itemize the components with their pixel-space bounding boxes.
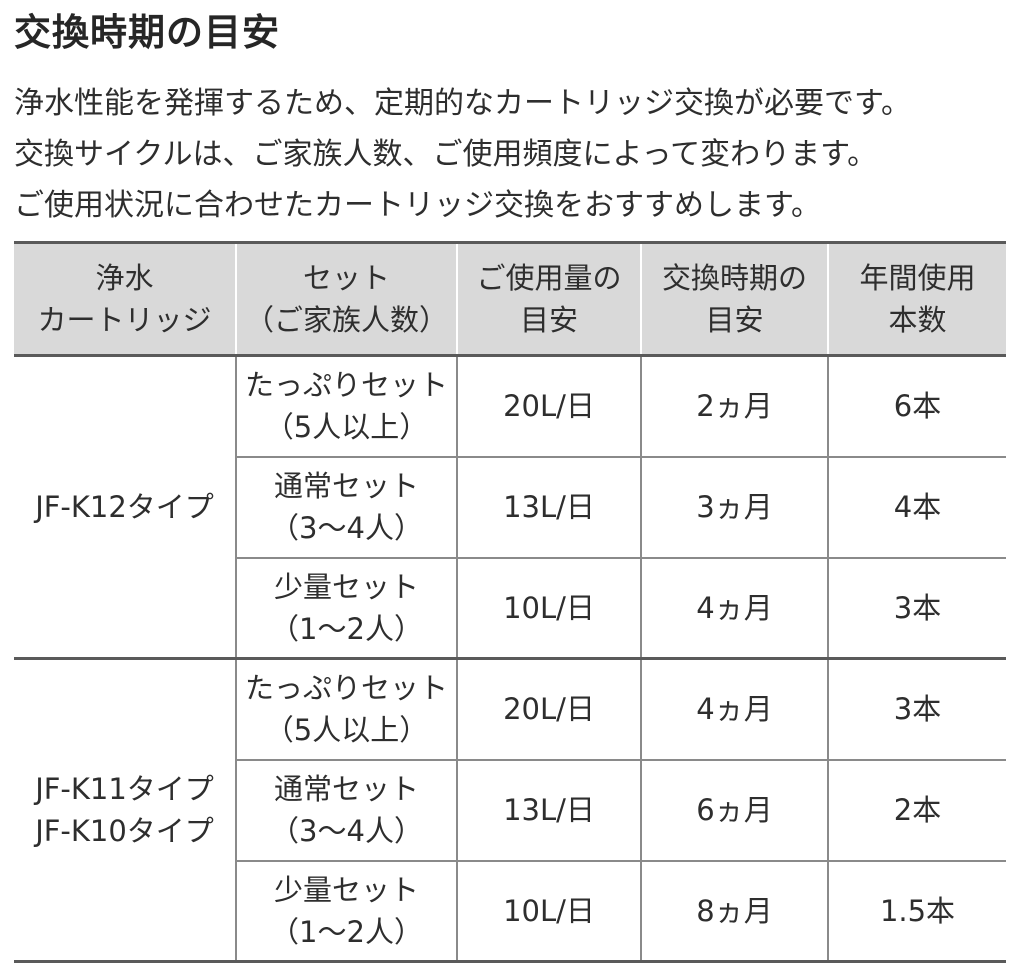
annual-cell: 3本: [827, 557, 1006, 659]
interval-cell: 6ヵ月: [640, 759, 828, 861]
set-cell: 少量セット （1～2人）: [235, 557, 457, 659]
model-cell: JF-K11タイプ JF-K10タイプ: [35, 772, 214, 848]
annual-cell: 1.5本: [827, 860, 1006, 962]
set-cell: 少量セット （1～2人）: [235, 860, 457, 962]
interval-cell: 2ヵ月: [640, 355, 828, 457]
intro-paragraph: 浄水性能を発揮するため、定期的なカートリッジ交換が必要です。 交換サイクルは、ご…: [14, 78, 1014, 231]
intro-line: ご使用状況に合わせたカートリッジ交換をおすすめします。: [14, 188, 821, 223]
intro-line: 交換サイクルは、ご家族人数、ご使用頻度によって変わります。: [14, 137, 878, 172]
annual-cell: 2本: [827, 759, 1006, 861]
usage-cell: 10L/日: [456, 860, 641, 962]
set-cell: たっぷりセット （5人以上）: [235, 658, 457, 760]
set-cell: たっぷりセット （5人以上）: [235, 355, 457, 457]
header-annual: 年間使用 本数: [827, 242, 1006, 356]
usage-cell: 13L/日: [456, 456, 641, 558]
model-cell: JF-K12タイプ: [35, 490, 214, 524]
annual-cell: 3本: [827, 658, 1006, 760]
annual-cell: 6本: [827, 355, 1006, 457]
intro-line: 浄水性能を発揮するため、定期的なカートリッジ交換が必要です。: [14, 86, 911, 121]
table-row: 通常セット （3～4人） 13L/日 6ヵ月 2本: [14, 759, 1006, 861]
table-row: 通常セット （3～4人） 13L/日 3ヵ月 4本: [14, 456, 1006, 558]
usage-cell: 20L/日: [456, 355, 641, 457]
header-interval: 交換時期の 目安: [640, 242, 828, 356]
replacement-schedule-table: 浄水 カートリッジ セット （ご家族人数） ご使用量の 目安 交換時期の 目安 …: [14, 241, 1006, 963]
interval-cell: 3ヵ月: [640, 456, 828, 558]
table-header-row: 浄水 カートリッジ セット （ご家族人数） ご使用量の 目安 交換時期の 目安 …: [14, 242, 1006, 356]
header-cartridge: 浄水 カートリッジ: [14, 242, 236, 356]
set-cell: 通常セット （3～4人）: [235, 759, 457, 861]
header-usage: ご使用量の 目安: [456, 242, 641, 356]
usage-cell: 20L/日: [456, 658, 641, 760]
usage-cell: 10L/日: [456, 557, 641, 659]
annual-cell: 4本: [827, 456, 1006, 558]
table-row: 少量セット （1～2人） 10L/日 4ヵ月 3本: [14, 557, 1006, 659]
header-set: セット （ご家族人数）: [235, 242, 457, 356]
interval-cell: 4ヵ月: [640, 557, 828, 659]
interval-cell: 4ヵ月: [640, 658, 828, 760]
table-row: JF-K11タイプ JF-K10タイプ たっぷりセット （5人以上） 20L/日…: [14, 658, 1006, 848]
set-cell: 通常セット （3～4人）: [235, 456, 457, 558]
interval-cell: 8ヵ月: [640, 860, 828, 962]
page-title: 交換時期の目安: [14, 11, 280, 54]
table-row: 少量セット （1～2人） 10L/日 8ヵ月 1.5本: [14, 860, 1006, 962]
table-row: JF-K12タイプ たっぷりセット （5人以上） 20L/日 2ヵ月 6本: [14, 355, 1006, 524]
usage-cell: 13L/日: [456, 759, 641, 861]
